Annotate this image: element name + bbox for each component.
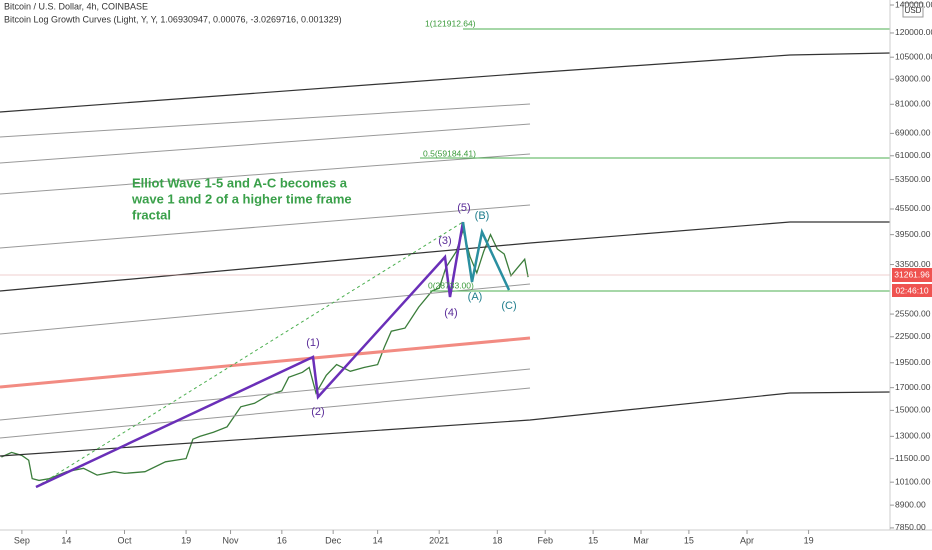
y-tick-label: 7850.00 — [895, 522, 926, 532]
symbol-title: Bitcoin / U.S. Dollar, 4h, COINBASE — [4, 1, 148, 11]
y-tick-label: 25500.00 — [895, 308, 931, 318]
y-tick-label: 19500.00 — [895, 357, 931, 367]
x-tick-label: Nov — [223, 535, 240, 545]
wave-label: (A) — [468, 291, 483, 303]
y-tick-label: 105000.00 — [895, 51, 932, 61]
x-tick-label: 18 — [492, 535, 502, 545]
x-tick-label: 15 — [684, 535, 694, 545]
x-tick-label: Mar — [633, 535, 649, 545]
x-tick-label: 14 — [61, 535, 71, 545]
countdown-badge — [892, 284, 932, 297]
y-tick-label: 15000.00 — [895, 405, 931, 415]
x-tick-label: 19 — [804, 535, 814, 545]
annotation: Elliot Wave 1-5 and A-C becomes a — [132, 175, 348, 190]
currency-box[interactable] — [902, 2, 924, 18]
wave-label: (B) — [475, 210, 490, 222]
wave-label: (C) — [501, 300, 516, 312]
indicator-curves — [0, 0, 932, 531]
y-tick-label: 22500.00 — [895, 331, 931, 341]
countdown: 02:46:10 — [895, 285, 928, 295]
annotation: wave 1 and 2 of a higher time frame — [131, 191, 352, 206]
y-tick-label: 11500.00 — [895, 453, 930, 463]
x-tick-label: 2021 — [429, 535, 449, 545]
x-tick-label: 14 — [373, 535, 383, 545]
wave-label: (3) — [438, 235, 451, 247]
y-tick-label: 61000.00 — [895, 150, 931, 160]
wave-label: (2) — [311, 406, 324, 418]
x-tick-label: Feb — [537, 535, 553, 545]
fib-label: 0.5(59184.41) — [423, 148, 476, 158]
y-tick-label: 33500.00 — [895, 259, 931, 269]
x-tick-label: Sep — [14, 535, 30, 545]
y-tick-label: 69000.00 — [895, 128, 931, 138]
y-tick-label: 8900.00 — [895, 499, 926, 509]
y-tick-label: 140000.00 — [895, 0, 932, 9]
y-tick-label: 10100.00 — [895, 476, 931, 486]
y-tick-label: 45500.00 — [895, 203, 931, 213]
annotation: fractal — [132, 207, 171, 222]
x-tick-label: Apr — [740, 535, 754, 545]
x-tick-label: Oct — [117, 535, 132, 545]
x-tick-label: 19 — [181, 535, 191, 545]
fib-label: 1(121912.64) — [425, 18, 476, 28]
y-tick-label: 39500.00 — [895, 229, 931, 239]
y-tick-label: 13000.00 — [895, 431, 931, 441]
wave-label: (1) — [306, 337, 319, 349]
wave-label: (4) — [444, 307, 457, 319]
price-badge — [892, 268, 932, 282]
y-tick-label: 53500.00 — [895, 174, 931, 184]
currency[interactable]: USD — [905, 6, 922, 15]
indicator-title: Bitcoin Log Growth Curves (Light, Y, Y, … — [4, 14, 342, 24]
x-tick-label: 15 — [588, 535, 598, 545]
x-tick-label: Dec — [325, 535, 342, 545]
x-tick-label: 16 — [277, 535, 287, 545]
y-tick-label: 120000.00 — [895, 27, 932, 37]
y-tick-label: 93000.00 — [895, 73, 931, 83]
last-price: 31261.96 — [894, 269, 930, 279]
y-tick-label: 17000.00 — [895, 382, 931, 392]
y-tick-label: 81000.00 — [895, 99, 931, 109]
fib-label: 0(28733.00) — [428, 280, 474, 290]
wave-label: (5) — [457, 202, 470, 214]
